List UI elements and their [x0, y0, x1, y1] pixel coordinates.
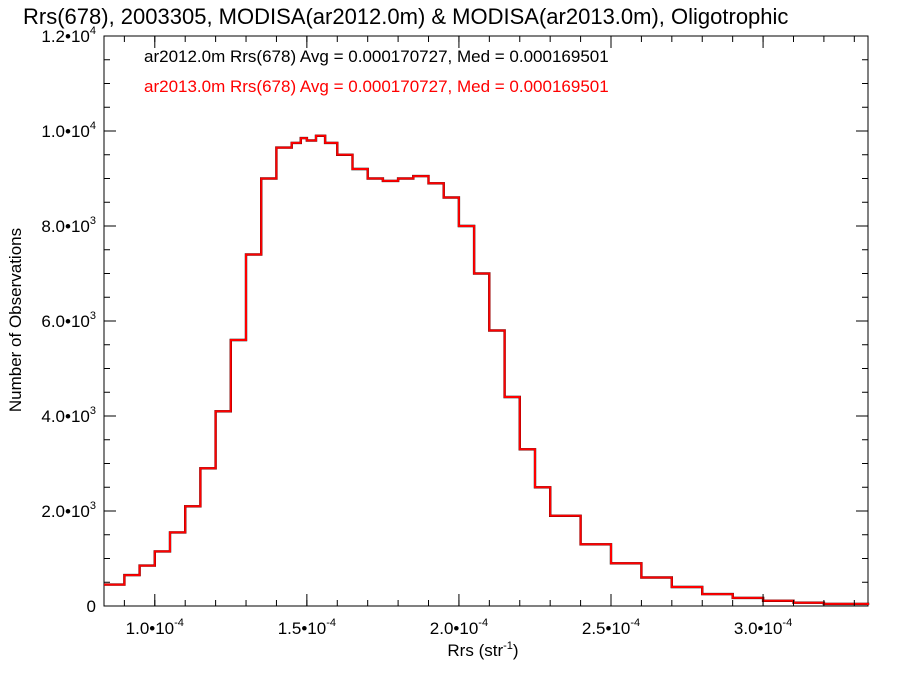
y-tick-label-mantissa: 1.0•10 — [41, 122, 90, 141]
x-axis-label-base: Rrs (str — [447, 641, 503, 660]
y-tick-label: 4.0•103 — [41, 405, 96, 426]
y-tick-label-mantissa: 6.0•10 — [41, 312, 90, 331]
y-tick-label: 6.0•103 — [41, 310, 96, 331]
y-tick-label-exponent: 3 — [90, 310, 96, 322]
y-tick-label-mantissa: 2.0•10 — [41, 502, 90, 521]
y-tick-label: 1.2•104 — [41, 25, 96, 46]
x-tick-label-mantissa: 2.0•10 — [430, 619, 479, 638]
x-tick-label-mantissa: 1.0•10 — [126, 619, 175, 638]
x-axis-label-close: ) — [513, 641, 519, 660]
x-tick-label: 1.0•10-4 — [126, 617, 184, 638]
y-tick-label-mantissa: 8.0•10 — [41, 217, 90, 236]
x-tick-label-mantissa: 1.5•10 — [278, 619, 327, 638]
x-tick-label: 3.0•10-4 — [734, 617, 792, 638]
y-tick-label-exponent: 3 — [90, 215, 96, 227]
annotation-ar2012: ar2012.0m Rrs(678) Avg = 0.000170727, Me… — [144, 47, 609, 66]
y-tick-label-exponent: 4 — [90, 25, 96, 37]
x-tick-label-exponent: -4 — [478, 617, 488, 629]
series-ar2013-line — [104, 134, 869, 605]
y-tick-label: 0 — [87, 597, 96, 616]
x-axis-label: Rrs (str-1) — [447, 640, 518, 660]
x-tick-label: 1.5•10-4 — [278, 617, 336, 638]
y-tick-label: 8.0•103 — [41, 215, 96, 236]
chart-title: Rrs(678), 2003305, MODISA(ar2012.0m) & M… — [23, 4, 788, 29]
y-tick-label: 2.0•103 — [41, 500, 96, 521]
y-axis-label: Number of Observations — [6, 228, 25, 412]
x-tick-label: 2.5•10-4 — [582, 617, 640, 638]
x-tick-label-exponent: -4 — [782, 617, 792, 629]
y-tick-label-exponent: 3 — [90, 500, 96, 512]
annotation-ar2013: ar2013.0m Rrs(678) Avg = 0.000170727, Me… — [144, 77, 609, 96]
y-tick-label-mantissa: 0 — [87, 597, 96, 616]
x-axis-label-sup: -1 — [503, 640, 513, 652]
y-tick-label-exponent: 4 — [90, 120, 96, 132]
x-tick-label-mantissa: 3.0•10 — [734, 619, 783, 638]
x-tick-label-exponent: -4 — [630, 617, 640, 629]
x-tick-label-exponent: -4 — [174, 617, 184, 629]
y-tick-label-mantissa: 4.0•10 — [41, 407, 90, 426]
x-tick-label: 2.0•10-4 — [430, 617, 488, 638]
axis-ticks: 02.0•1034.0•1036.0•1038.0•1031.0•1041.2•… — [41, 25, 868, 638]
x-tick-label-exponent: -4 — [326, 617, 336, 629]
y-tick-label-exponent: 3 — [90, 405, 96, 417]
x-tick-label-mantissa: 2.5•10 — [582, 619, 631, 638]
y-tick-label-mantissa: 1.2•10 — [41, 27, 90, 46]
y-tick-label: 1.0•104 — [41, 120, 96, 141]
